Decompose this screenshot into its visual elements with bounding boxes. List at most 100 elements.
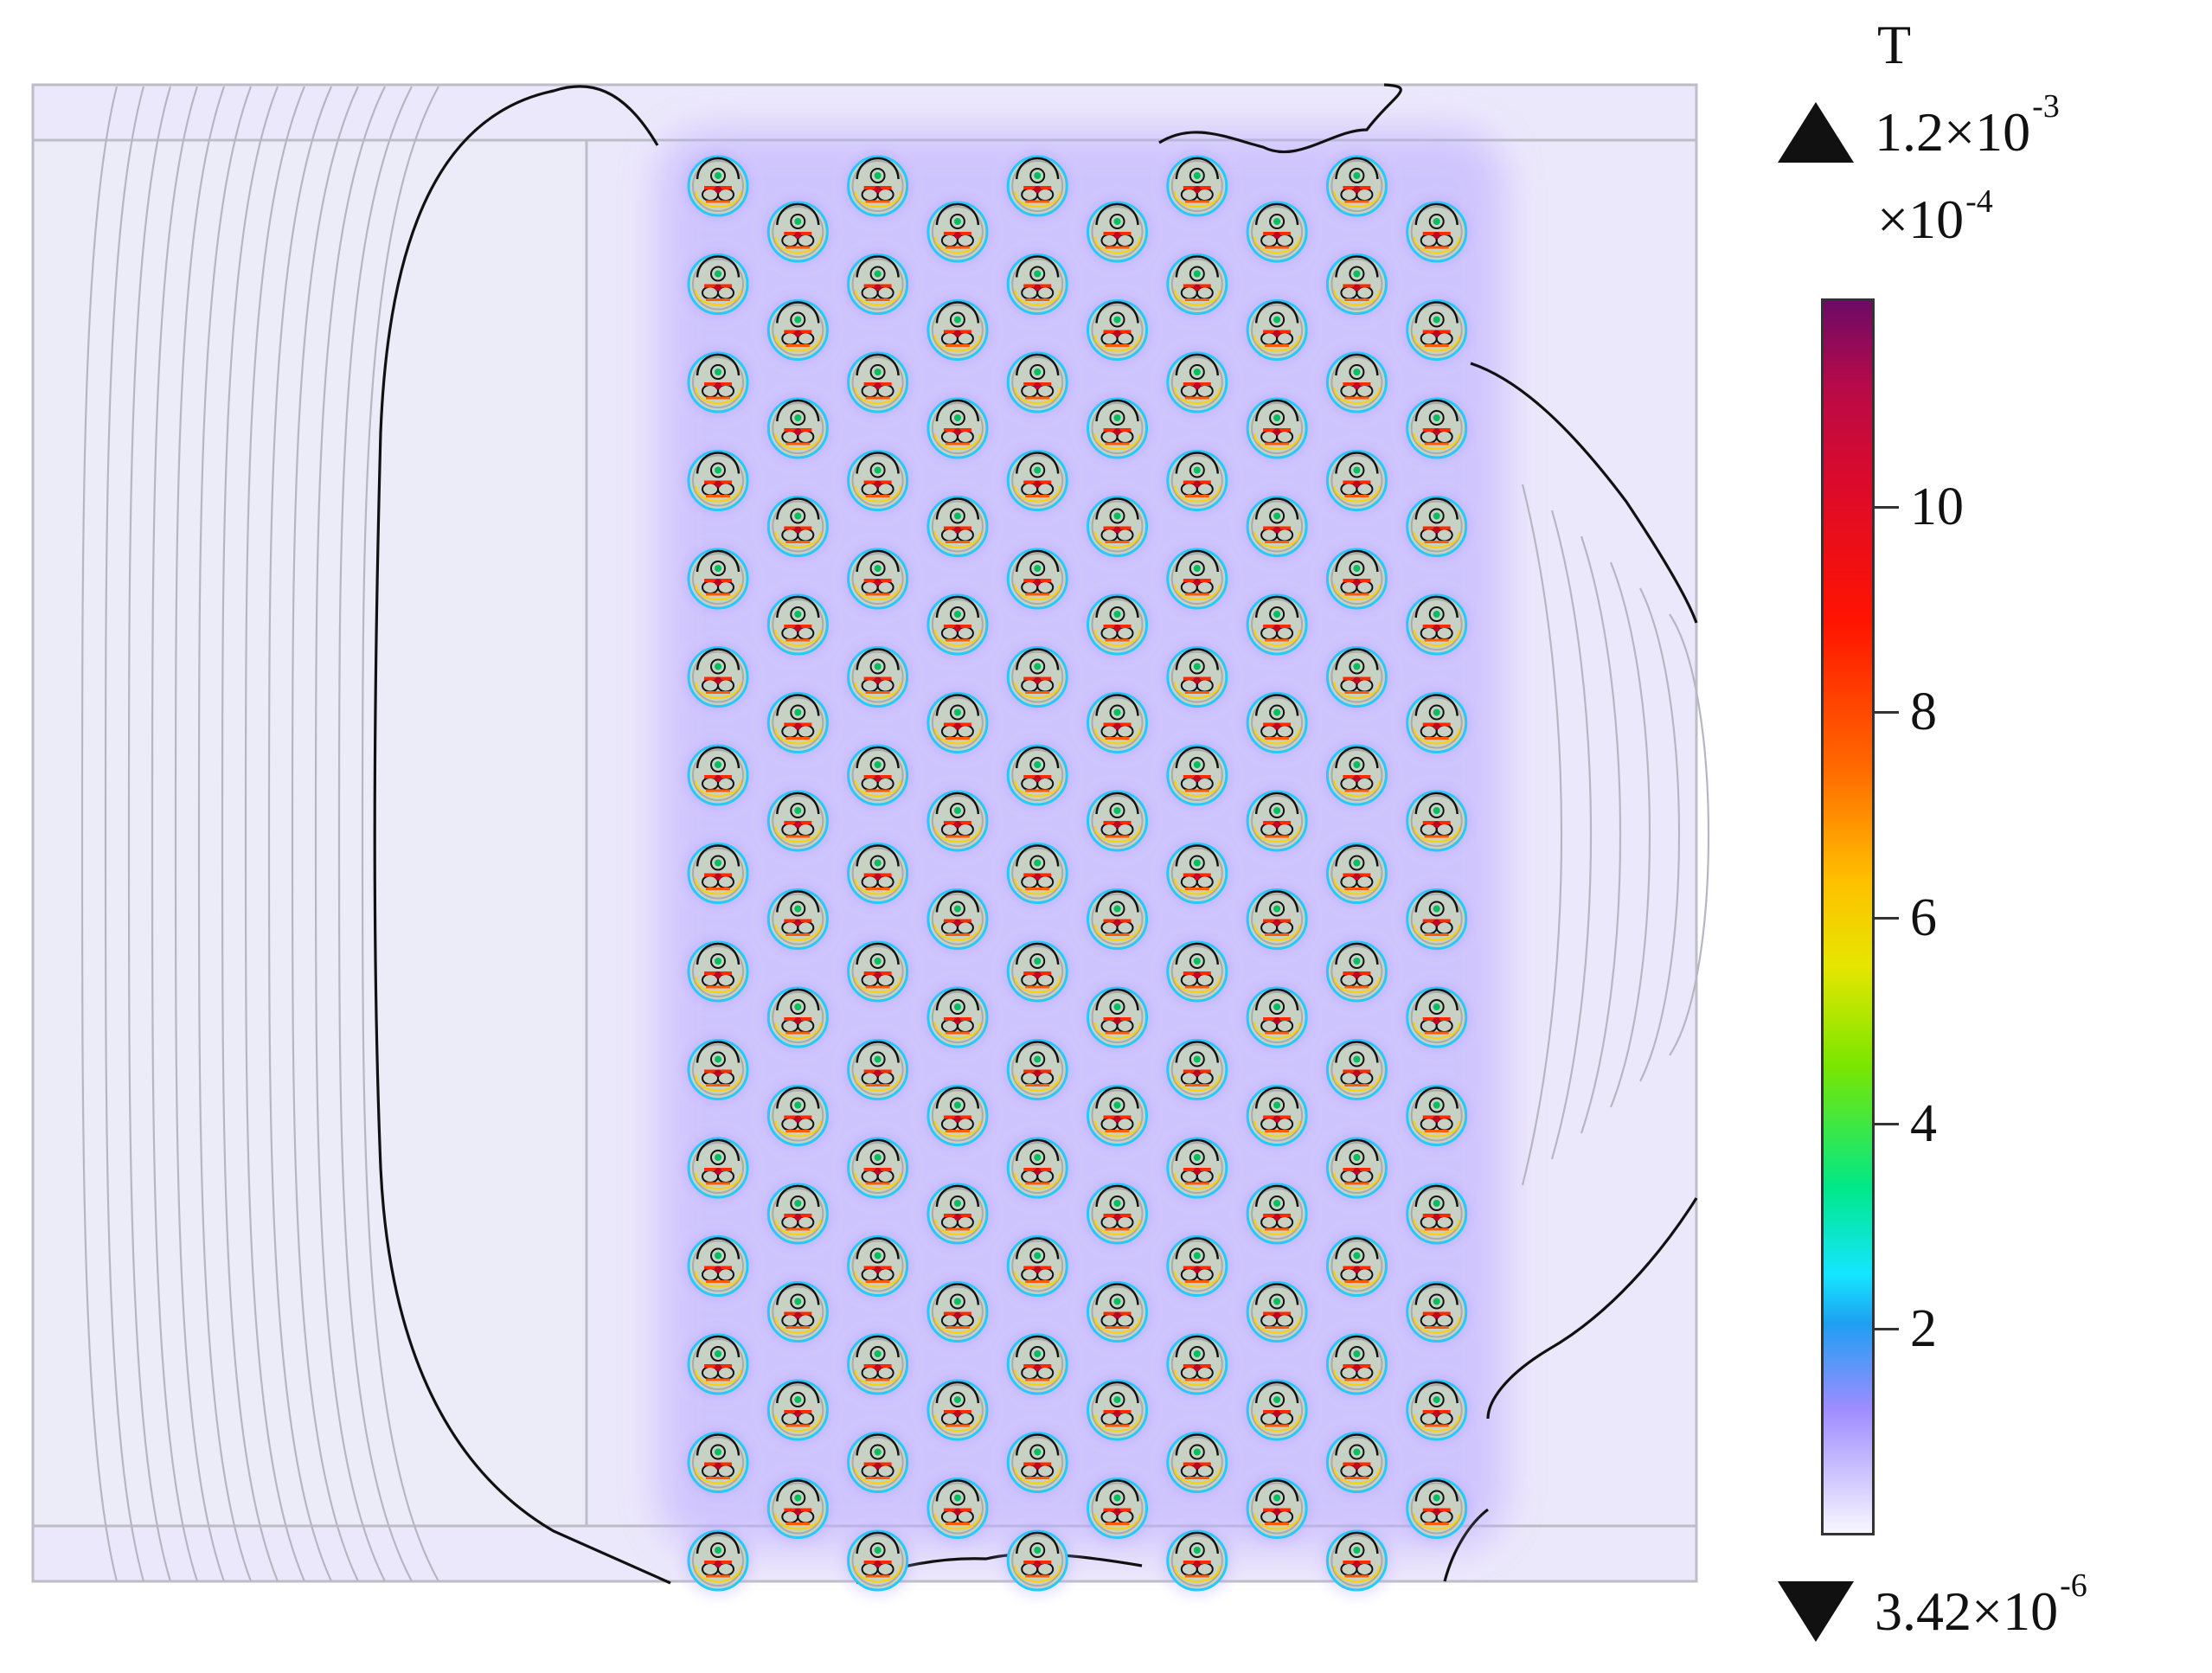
min-value-exponent: -6 [2060, 1567, 2087, 1604]
conductor [1148, 530, 1246, 627]
conductor [829, 628, 926, 726]
gray-field-line-right [1521, 484, 1563, 1186]
conductor [1228, 674, 1326, 772]
gray-field-line [151, 86, 199, 1582]
conductor [1148, 1512, 1246, 1609]
conductor [989, 1217, 1087, 1315]
conductor [908, 183, 1006, 280]
conductor [1388, 1263, 1485, 1361]
gray-field-line [314, 86, 386, 1582]
conductor [1148, 235, 1246, 333]
colorbar-tick [1875, 711, 1899, 714]
conductor [670, 1217, 766, 1315]
conductor [1308, 1413, 1406, 1511]
conductor [908, 1459, 1006, 1557]
conductor [1148, 727, 1246, 824]
conductor [1068, 1362, 1166, 1458]
conductor [989, 530, 1087, 627]
conductor [829, 824, 926, 922]
max-value: 1.2×10 -3 [1778, 90, 2060, 163]
conductor [989, 1316, 1087, 1413]
conductor [908, 478, 1006, 575]
conductor [670, 235, 766, 333]
conductor [1068, 183, 1166, 280]
conductor [1308, 530, 1406, 627]
conductor [749, 281, 847, 379]
conductor [829, 923, 926, 1020]
conductor [1148, 432, 1246, 529]
conductor [1148, 334, 1246, 431]
conductor [1388, 1067, 1485, 1164]
conductor [1228, 281, 1326, 379]
conductor [1308, 1316, 1406, 1413]
conductor [1068, 380, 1166, 477]
conductor [1148, 1217, 1246, 1315]
gray-field-line [80, 86, 119, 1582]
conductor [670, 1413, 766, 1511]
conductor [1228, 576, 1326, 673]
conductor [749, 1165, 847, 1262]
conductor [1228, 478, 1326, 575]
conductor [908, 969, 1006, 1066]
conductor [1068, 1459, 1166, 1557]
gray-field-line [267, 86, 333, 1582]
conductor [1388, 969, 1485, 1066]
conductor [829, 727, 926, 824]
conductor [1308, 334, 1406, 431]
gray-field-line [127, 86, 172, 1582]
conductor [1388, 1459, 1485, 1557]
gray-field-line [361, 86, 439, 1582]
conductor [908, 1263, 1006, 1361]
gray-field-line [104, 86, 145, 1582]
conductor [1308, 1119, 1406, 1216]
conductor [1388, 183, 1485, 280]
conductor [989, 824, 1087, 922]
conductor [829, 1512, 926, 1609]
conductor [829, 334, 926, 431]
conductor [989, 628, 1087, 726]
conductor [670, 432, 766, 529]
conductor [908, 870, 1006, 968]
max-value-exponent: -3 [2032, 88, 2060, 125]
gray-field-lines [80, 86, 1710, 1582]
conductor [1228, 183, 1326, 280]
gray-field-line [221, 86, 279, 1582]
conductor [1148, 1413, 1246, 1511]
gray-field-line [291, 86, 359, 1582]
colorbar-tick-label: 8 [1910, 683, 1937, 741]
conductor [829, 235, 926, 333]
conductor [908, 1362, 1006, 1458]
colorbar-tick-label: 4 [1910, 1094, 1937, 1153]
conductor [1228, 1067, 1326, 1164]
colorbar-tick [1875, 506, 1899, 509]
conductor [989, 1021, 1087, 1119]
conductor [670, 628, 766, 726]
gray-field-line [244, 86, 306, 1582]
outer-contour-left [373, 85, 671, 1585]
conductor [749, 576, 847, 673]
conductor [1308, 923, 1406, 1020]
conductor [1388, 281, 1485, 379]
conductor [749, 772, 847, 869]
conductor [1068, 576, 1166, 673]
conductor [1228, 380, 1326, 477]
colorbar-tick [1875, 917, 1899, 920]
conductor [1308, 138, 1406, 234]
conductor [989, 1119, 1087, 1216]
conductor [749, 674, 847, 772]
conductor [670, 1119, 766, 1216]
conductor [1308, 1512, 1406, 1609]
conductor [1068, 969, 1166, 1066]
scale-factor: ×10-4 [1877, 185, 1993, 247]
conductor [989, 1413, 1087, 1511]
conductor-array [670, 138, 1485, 1609]
conductor [829, 138, 926, 234]
conductor [1068, 772, 1166, 869]
conductor [1148, 1021, 1246, 1119]
conductor [1308, 628, 1406, 726]
conductor [908, 281, 1006, 379]
conductor [1308, 824, 1406, 922]
conductor [1068, 478, 1166, 575]
conductor [908, 772, 1006, 869]
conductor [1308, 1021, 1406, 1119]
